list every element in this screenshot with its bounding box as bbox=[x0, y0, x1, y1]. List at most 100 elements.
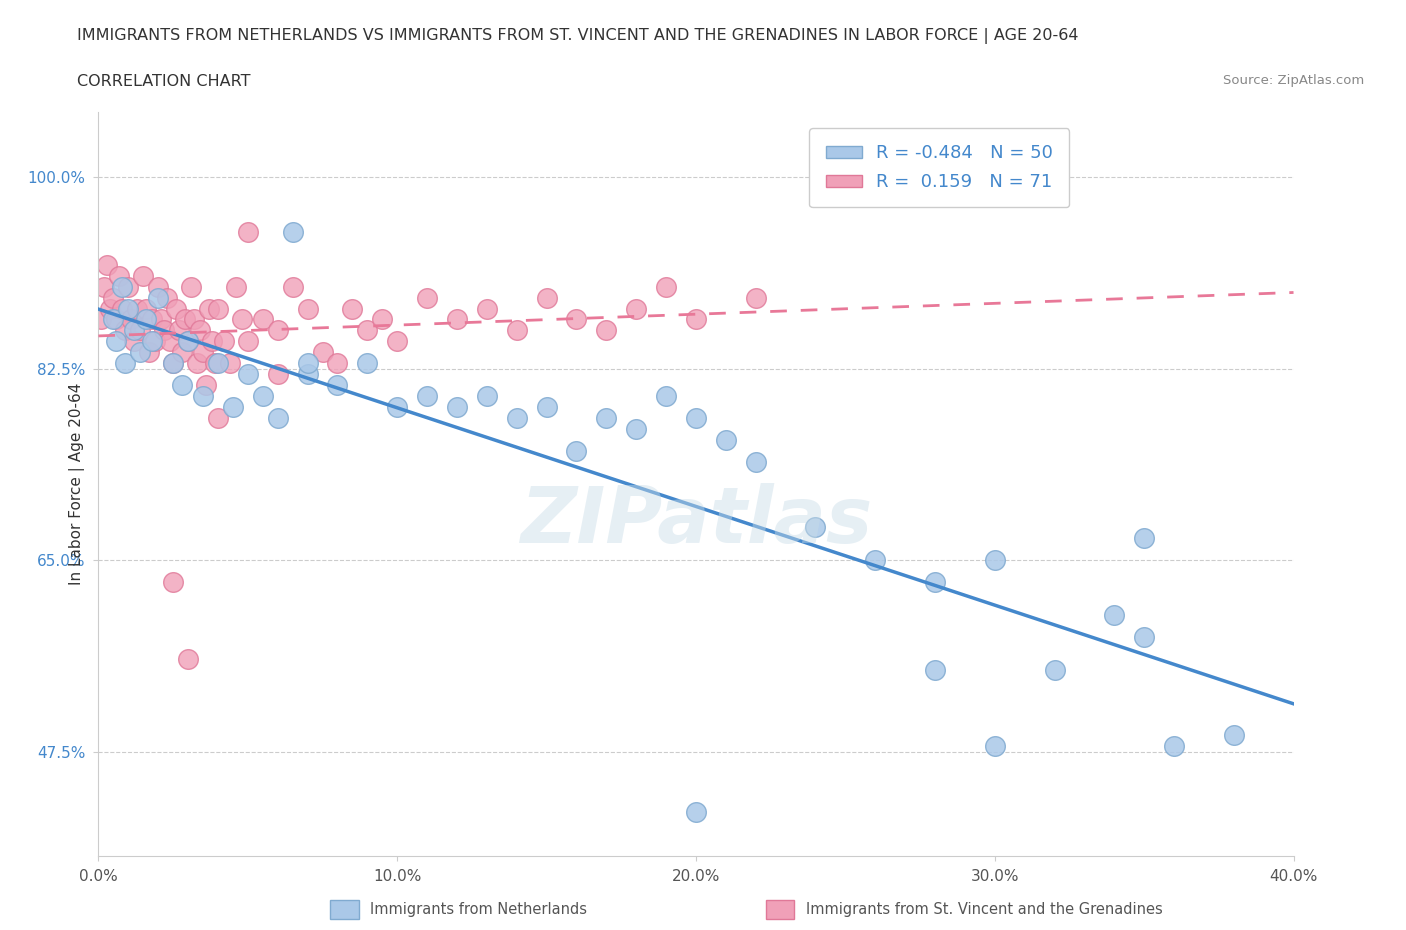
Point bbox=[207, 356, 229, 371]
Point bbox=[371, 312, 394, 327]
Point bbox=[141, 312, 163, 327]
Point bbox=[207, 410, 229, 425]
Point bbox=[103, 290, 125, 305]
Point bbox=[506, 410, 529, 425]
Point bbox=[150, 312, 173, 327]
Point bbox=[385, 334, 409, 349]
Point bbox=[297, 366, 319, 381]
Point bbox=[132, 268, 155, 283]
Point bbox=[188, 323, 211, 338]
Point bbox=[129, 323, 152, 338]
Point bbox=[186, 356, 208, 371]
Point bbox=[446, 400, 468, 415]
Y-axis label: In Labor Force | Age 20-64: In Labor Force | Age 20-64 bbox=[69, 382, 84, 585]
Point bbox=[105, 334, 128, 349]
Point bbox=[198, 301, 221, 316]
Point bbox=[745, 290, 768, 305]
Point bbox=[252, 312, 274, 327]
Point bbox=[177, 334, 200, 349]
Point bbox=[103, 312, 125, 327]
Point bbox=[595, 323, 617, 338]
Point bbox=[143, 334, 166, 349]
Point bbox=[180, 279, 202, 294]
Point bbox=[222, 400, 245, 415]
Point bbox=[416, 290, 439, 305]
Point bbox=[984, 738, 1007, 753]
Text: Immigrants from St. Vincent and the Grenadines: Immigrants from St. Vincent and the Gren… bbox=[806, 902, 1163, 917]
Point bbox=[117, 279, 139, 294]
Point bbox=[626, 301, 648, 316]
Point bbox=[96, 258, 118, 272]
Point bbox=[745, 454, 768, 469]
Point bbox=[191, 345, 214, 360]
Point bbox=[98, 301, 122, 316]
Point bbox=[281, 279, 304, 294]
Point bbox=[225, 279, 247, 294]
Point bbox=[267, 410, 290, 425]
Point bbox=[565, 312, 588, 327]
Point bbox=[536, 400, 558, 415]
Point bbox=[252, 389, 274, 404]
Point bbox=[162, 356, 184, 371]
Point bbox=[865, 552, 887, 567]
Point bbox=[207, 301, 229, 316]
Point bbox=[236, 334, 259, 349]
Point bbox=[714, 432, 737, 447]
Point bbox=[685, 804, 707, 819]
Point bbox=[148, 279, 170, 294]
Point bbox=[506, 323, 529, 338]
Point bbox=[159, 334, 181, 349]
Point bbox=[195, 378, 218, 392]
Point bbox=[165, 301, 187, 316]
Point bbox=[685, 410, 707, 425]
Point bbox=[475, 389, 498, 404]
Point bbox=[135, 301, 157, 316]
Point bbox=[446, 312, 468, 327]
Point bbox=[356, 356, 378, 371]
Text: IMMIGRANTS FROM NETHERLANDS VS IMMIGRANTS FROM ST. VINCENT AND THE GRENADINES IN: IMMIGRANTS FROM NETHERLANDS VS IMMIGRANT… bbox=[77, 28, 1078, 44]
Text: Immigrants from Netherlands: Immigrants from Netherlands bbox=[370, 902, 586, 917]
Text: ZIPatlas: ZIPatlas bbox=[520, 483, 872, 559]
Point bbox=[565, 444, 588, 458]
Point bbox=[626, 421, 648, 436]
Point bbox=[177, 334, 200, 349]
Point bbox=[114, 323, 136, 338]
Point bbox=[281, 224, 304, 239]
Point bbox=[172, 378, 194, 392]
Point bbox=[297, 356, 319, 371]
Text: CORRELATION CHART: CORRELATION CHART bbox=[77, 74, 250, 89]
Point bbox=[342, 301, 364, 316]
Point bbox=[167, 323, 190, 338]
Point bbox=[219, 356, 242, 371]
Point bbox=[90, 312, 112, 327]
Point bbox=[114, 356, 136, 371]
Point bbox=[655, 279, 678, 294]
Point bbox=[120, 312, 142, 327]
Point bbox=[177, 651, 200, 666]
Point bbox=[212, 334, 235, 349]
Point bbox=[127, 301, 149, 316]
Point bbox=[1163, 738, 1185, 753]
Point bbox=[162, 356, 184, 371]
Point bbox=[1133, 531, 1156, 546]
Point bbox=[267, 366, 290, 381]
Point bbox=[416, 389, 439, 404]
Point bbox=[231, 312, 253, 327]
Point bbox=[204, 356, 226, 371]
Point bbox=[595, 410, 617, 425]
Point bbox=[236, 224, 259, 239]
Point bbox=[156, 290, 179, 305]
Point bbox=[124, 323, 146, 338]
Point bbox=[297, 301, 319, 316]
Point bbox=[135, 312, 157, 327]
Legend: R = -0.484   N = 50, R =  0.159   N = 71: R = -0.484 N = 50, R = 0.159 N = 71 bbox=[810, 128, 1070, 207]
Point bbox=[201, 334, 224, 349]
Point bbox=[326, 378, 349, 392]
Point bbox=[475, 301, 498, 316]
Point bbox=[385, 400, 409, 415]
Point bbox=[1104, 607, 1126, 622]
Text: Source: ZipAtlas.com: Source: ZipAtlas.com bbox=[1223, 74, 1364, 87]
Point bbox=[141, 334, 163, 349]
Point bbox=[183, 312, 205, 327]
Point bbox=[655, 389, 678, 404]
